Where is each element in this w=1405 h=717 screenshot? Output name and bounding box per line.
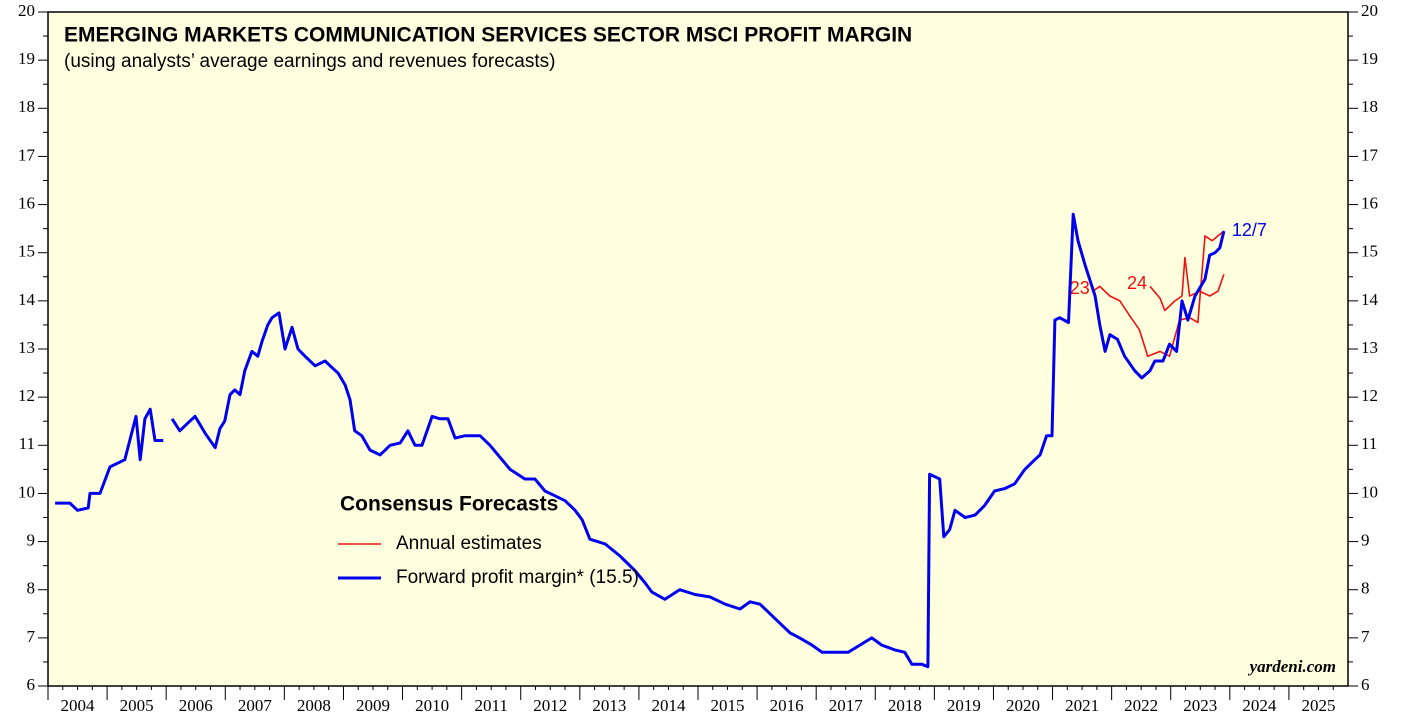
y-tick-label: 19 xyxy=(18,49,35,68)
chart-title: EMERGING MARKETS COMMUNICATION SERVICES … xyxy=(64,24,912,47)
y2-tick-label: 10 xyxy=(1361,482,1378,501)
x-tick-label: 2025 xyxy=(1301,696,1335,715)
x-tick-label: 2011 xyxy=(474,696,507,715)
y2-tick-label: 6 xyxy=(1361,675,1370,694)
y-tick-label: 20 xyxy=(18,1,35,20)
x-tick-label: 2018 xyxy=(888,696,922,715)
y-tick-label: 18 xyxy=(18,97,35,116)
x-tick-label: 2004 xyxy=(61,696,96,715)
y2-tick-label: 14 xyxy=(1361,290,1379,309)
y-tick-label: 14 xyxy=(18,290,36,309)
x-tick-label: 2021 xyxy=(1065,696,1099,715)
y-tick-label: 12 xyxy=(18,386,35,405)
x-tick-label: 2016 xyxy=(770,696,804,715)
x-tick-label: 2014 xyxy=(651,696,686,715)
x-tick-label: 2022 xyxy=(1124,696,1158,715)
x-tick-label: 2013 xyxy=(592,696,626,715)
y-tick-label: 7 xyxy=(27,627,36,646)
y-tick-label: 15 xyxy=(18,242,35,261)
y-tick-label: 13 xyxy=(18,338,35,357)
legend-title: Consensus Forecasts xyxy=(340,493,558,516)
x-tick-label: 2010 xyxy=(415,696,449,715)
y-tick-label: 9 xyxy=(27,530,36,549)
x-tick-label: 2024 xyxy=(1242,696,1277,715)
y-tick-label: 17 xyxy=(18,145,36,164)
y2-tick-label: 15 xyxy=(1361,242,1378,261)
y-tick-label: 10 xyxy=(18,482,35,501)
x-tick-label: 2012 xyxy=(533,696,567,715)
y-tick-label: 11 xyxy=(19,434,35,453)
forward-margin-line xyxy=(55,212,1226,669)
x-tick-label: 2005 xyxy=(120,696,154,715)
x-tick-label: 2019 xyxy=(947,696,981,715)
plot-area xyxy=(47,11,1349,687)
y2-tick-label: 20 xyxy=(1361,1,1378,20)
y2-tick-label: 13 xyxy=(1361,338,1378,357)
x-tick-label: 2007 xyxy=(238,696,273,715)
estimate-label: 23 xyxy=(1070,278,1090,298)
end-label: 12/7 xyxy=(1232,220,1267,240)
source: yardeni.com xyxy=(1248,657,1336,676)
x-tick-label: 2008 xyxy=(297,696,331,715)
y2-tick-label: 11 xyxy=(1361,434,1377,453)
y2-tick-label: 12 xyxy=(1361,386,1378,405)
y2-tick-label: 17 xyxy=(1361,145,1379,164)
x-tick-label: 2006 xyxy=(179,696,213,715)
x-tick-label: 2023 xyxy=(1183,696,1217,715)
y2-tick-label: 18 xyxy=(1361,97,1378,116)
x-tick-label: 2020 xyxy=(1006,696,1040,715)
y-tick-label: 6 xyxy=(27,675,36,694)
chart-subtitle: (using analysts’ average earnings and re… xyxy=(64,51,555,72)
estimate-line xyxy=(1149,256,1225,312)
estimate-label: 24 xyxy=(1127,273,1147,293)
y-tick-label: 16 xyxy=(18,193,35,212)
y2-tick-label: 19 xyxy=(1361,49,1378,68)
y2-tick-label: 9 xyxy=(1361,530,1370,549)
x-tick-label: 2017 xyxy=(829,696,864,715)
y2-tick-label: 16 xyxy=(1361,193,1378,212)
x-tick-label: 2009 xyxy=(356,696,390,715)
y2-tick-label: 7 xyxy=(1361,627,1370,646)
y-tick-label: 8 xyxy=(27,579,36,598)
legend-label: Forward profit margin* (15.5) xyxy=(396,567,639,588)
y2-tick-label: 8 xyxy=(1361,579,1370,598)
legend-label: Annual estimates xyxy=(396,533,542,554)
x-tick-label: 2015 xyxy=(711,696,745,715)
